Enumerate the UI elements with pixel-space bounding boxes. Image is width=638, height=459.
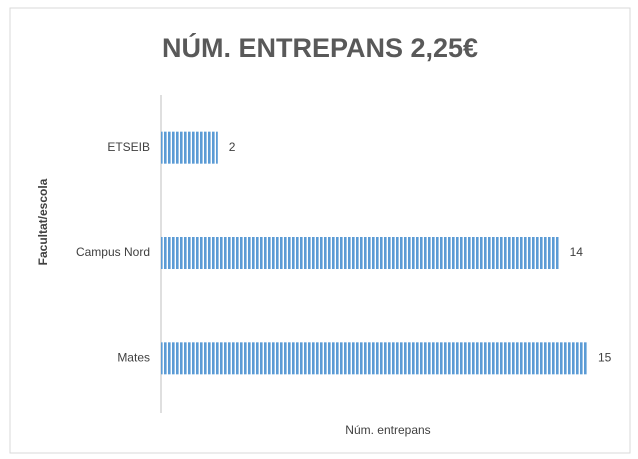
bar — [161, 131, 218, 164]
bar — [161, 237, 559, 269]
chart-frame — [9, 7, 631, 454]
y-tick-label: Campus Nord — [76, 245, 150, 259]
y-tick-label: Mates — [117, 351, 150, 365]
x-axis-title: Núm. entrepans — [345, 423, 430, 437]
data-label: 14 — [570, 245, 584, 259]
data-label: 15 — [598, 351, 612, 365]
y-tick-label: ETSEIB — [107, 140, 150, 154]
bar — [161, 342, 587, 375]
y-axis-title: Facultat/escola — [36, 178, 50, 265]
chart-title: NÚM. ENTREPANS 2,25€ — [162, 32, 478, 63]
data-label: 2 — [229, 140, 236, 154]
